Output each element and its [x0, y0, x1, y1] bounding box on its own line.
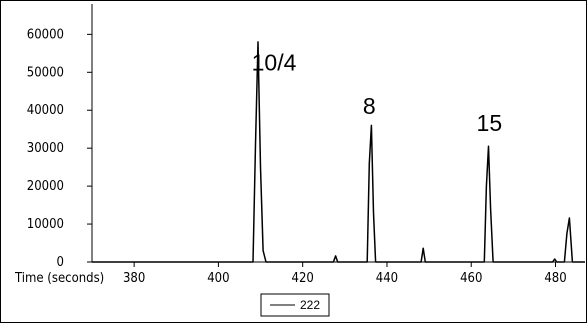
- x-ticks: 380 400 420 440 460 480: [123, 262, 567, 286]
- x-tick-label: 460: [460, 271, 482, 286]
- series-line-222: [92, 41, 585, 263]
- peak-annotation: 10/4: [252, 49, 297, 75]
- x-tick-label: 380: [123, 271, 145, 286]
- y-ticks: 0 10000 20000 30000 40000 50000 60000: [27, 27, 92, 270]
- x-tick-label: 480: [544, 271, 566, 286]
- y-tick-label: 40000: [27, 103, 64, 118]
- y-tick-label: 60000: [27, 27, 64, 42]
- peak-annotations: 10/4 8 15: [252, 49, 502, 136]
- y-tick-label: 0: [57, 255, 64, 270]
- x-tick-label: 440: [376, 271, 398, 286]
- peak-annotation: 8: [363, 93, 376, 119]
- axes: [91, 4, 585, 263]
- x-tick-label: 400: [207, 271, 229, 286]
- y-tick-label: 50000: [27, 65, 64, 80]
- legend-label: 222: [300, 298, 320, 312]
- y-tick-label: 20000: [27, 179, 64, 194]
- x-tick-label: 420: [292, 271, 314, 286]
- legend: 222: [260, 293, 330, 317]
- x-axis-label: Time (seconds): [14, 271, 104, 286]
- plot-area: [92, 41, 585, 263]
- y-tick-label: 30000: [27, 141, 64, 156]
- peak-annotation: 15: [477, 110, 503, 136]
- y-tick-label: 10000: [27, 217, 64, 232]
